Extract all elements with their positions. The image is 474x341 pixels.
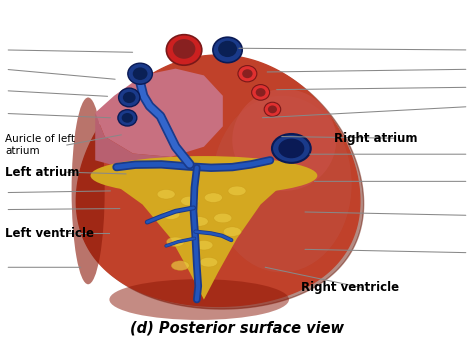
Ellipse shape [272, 134, 311, 163]
Ellipse shape [264, 102, 281, 117]
Ellipse shape [268, 105, 277, 113]
Polygon shape [95, 113, 171, 170]
Ellipse shape [118, 88, 140, 107]
Ellipse shape [118, 110, 137, 126]
Ellipse shape [133, 68, 147, 80]
Text: Right ventricle: Right ventricle [301, 281, 399, 294]
Ellipse shape [195, 240, 213, 250]
Ellipse shape [91, 156, 318, 195]
Ellipse shape [72, 98, 105, 284]
Ellipse shape [242, 69, 253, 78]
Text: Auricle of left
atrium: Auricle of left atrium [5, 134, 75, 156]
Text: Left atrium: Left atrium [5, 166, 80, 179]
Ellipse shape [171, 261, 189, 270]
Ellipse shape [232, 89, 336, 191]
Ellipse shape [109, 279, 289, 320]
Ellipse shape [255, 88, 265, 97]
Ellipse shape [181, 196, 199, 206]
Ellipse shape [238, 65, 257, 82]
Polygon shape [95, 69, 223, 157]
Ellipse shape [213, 37, 242, 63]
Ellipse shape [166, 35, 202, 65]
Ellipse shape [228, 186, 246, 196]
Polygon shape [114, 174, 280, 299]
Text: Right atrium: Right atrium [334, 132, 418, 145]
Ellipse shape [252, 85, 270, 100]
Text: Left ventricle: Left ventricle [5, 227, 94, 240]
Polygon shape [80, 58, 364, 309]
Ellipse shape [200, 257, 218, 267]
Polygon shape [76, 55, 360, 306]
Ellipse shape [157, 190, 175, 199]
Ellipse shape [204, 193, 222, 203]
Ellipse shape [123, 92, 136, 103]
Ellipse shape [278, 138, 304, 158]
Ellipse shape [128, 63, 153, 84]
Ellipse shape [173, 39, 195, 59]
Ellipse shape [162, 210, 180, 219]
Text: (d) Posterior surface view: (d) Posterior surface view [130, 321, 344, 336]
Ellipse shape [190, 217, 208, 226]
Ellipse shape [218, 41, 237, 57]
Ellipse shape [223, 227, 241, 236]
Ellipse shape [214, 213, 232, 223]
Ellipse shape [212, 96, 352, 272]
Ellipse shape [122, 113, 133, 123]
Ellipse shape [166, 237, 184, 247]
